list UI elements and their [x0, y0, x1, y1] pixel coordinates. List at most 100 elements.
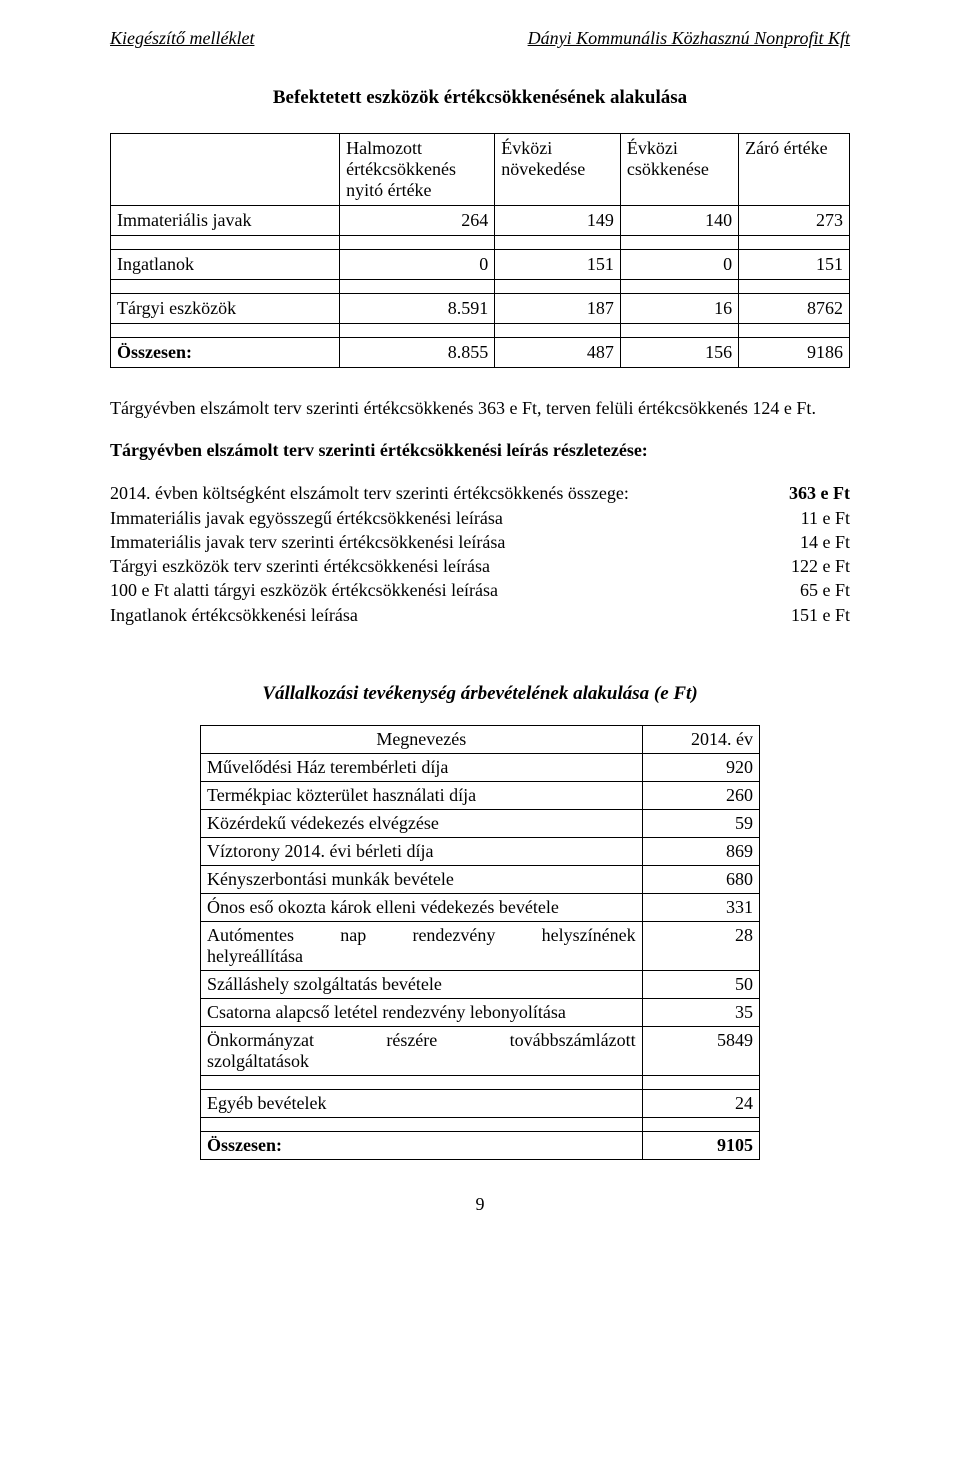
row-name: Összesen:	[111, 338, 340, 368]
page: Kiegészítő melléklet Dányi Kommunális Kö…	[0, 0, 960, 1255]
cell: 50	[642, 971, 759, 999]
col-header: 2014. év	[642, 726, 759, 754]
col-header: Halmozott értékcsökkenés nyitó értéke	[340, 134, 495, 206]
cell: 331	[642, 894, 759, 922]
cell: 151	[495, 250, 621, 280]
breakdown-label: 100 e Ft alatti tárgyi eszközök értékcsö…	[110, 578, 760, 602]
row-name: Tárgyi eszközök	[111, 294, 340, 324]
header-right: Dányi Kommunális Közhasznú Nonprofit Kft	[528, 28, 850, 49]
breakdown-item: Immateriális javak egyösszegű értékcsökk…	[110, 506, 850, 530]
row-name: Csatorna alapcső letétel rendezvény lebo…	[201, 999, 643, 1027]
table-row: Ingatlanok 0 151 0 151	[111, 250, 850, 280]
breakdown-label: Immateriális javak egyösszegű értékcsökk…	[110, 506, 760, 530]
table-row: Csatorna alapcső letétel rendezvény lebo…	[201, 999, 760, 1027]
spacer-row	[201, 1118, 760, 1132]
cell: 273	[739, 206, 850, 236]
table-row: Termékpiac közterület használati díja 26…	[201, 782, 760, 810]
table-row: Önkormányzat részére továbbszámlázottszo…	[201, 1027, 760, 1076]
cell: 187	[495, 294, 621, 324]
paragraph-bold: Tárgyévben elszámolt terv szerinti érték…	[110, 440, 850, 461]
breakdown-item: 2014. évben költségként elszámolt terv s…	[110, 481, 850, 505]
cell: 8.591	[340, 294, 495, 324]
table-row: Szálláshely szolgáltatás bevétele 50	[201, 971, 760, 999]
page-number: 9	[110, 1194, 850, 1215]
row-name: Autómentes nap rendezvény helyszínénekhe…	[201, 922, 643, 971]
breakdown-label: Immateriális javak terv szerinti értékcs…	[110, 530, 760, 554]
row-name: Szálláshely szolgáltatás bevétele	[201, 971, 643, 999]
row-name: Egyéb bevételek	[201, 1090, 643, 1118]
revenue-table: Megnevezés 2014. év Művelődési Ház terem…	[200, 725, 760, 1160]
row-name: Termékpiac közterület használati díja	[201, 782, 643, 810]
cell: 5849	[642, 1027, 759, 1076]
cell: 156	[620, 338, 738, 368]
table-row: Művelődési Ház terembérleti díja 920	[201, 754, 760, 782]
table-header-row: Halmozott értékcsökkenés nyitó értéke Év…	[111, 134, 850, 206]
breakdown-item: Tárgyi eszközök terv szerinti értékcsökk…	[110, 554, 850, 578]
table-row: Kényszerbontási munkák bevétele 680	[201, 866, 760, 894]
row-name: Ónos eső okozta károk elleni védekezés b…	[201, 894, 643, 922]
table-row: Ónos eső okozta károk elleni védekezés b…	[201, 894, 760, 922]
spacer-row	[111, 280, 850, 294]
cell: 16	[620, 294, 738, 324]
table-row: Víztorony 2014. évi bérleti díja 869	[201, 838, 760, 866]
breakdown-label: 2014. évben költségként elszámolt terv s…	[110, 481, 760, 505]
row-name: Ingatlanok	[111, 250, 340, 280]
table-row: Tárgyi eszközök 8.591 187 16 8762	[111, 294, 850, 324]
cell: 151	[739, 250, 850, 280]
cell: 9105	[642, 1132, 759, 1160]
cell: 0	[620, 250, 738, 280]
breakdown-item: 100 e Ft alatti tárgyi eszközök értékcsö…	[110, 578, 850, 602]
breakdown-value: 14 e Ft	[760, 530, 850, 554]
breakdown-list: 2014. évben költségként elszámolt terv s…	[110, 481, 850, 627]
breakdown-value: 122 e Ft	[760, 554, 850, 578]
cell: 24	[642, 1090, 759, 1118]
cell: 59	[642, 810, 759, 838]
col-header: Évközi növekedése	[495, 134, 621, 206]
cell: 869	[642, 838, 759, 866]
row-name: Közérdekű védekezés elvégzése	[201, 810, 643, 838]
breakdown-value: 11 e Ft	[760, 506, 850, 530]
cell: 264	[340, 206, 495, 236]
breakdown-item: Immateriális javak terv szerinti értékcs…	[110, 530, 850, 554]
cell: 920	[642, 754, 759, 782]
col-header: Megnevezés	[201, 726, 643, 754]
breakdown-label: Tárgyi eszközök terv szerinti értékcsökk…	[110, 554, 760, 578]
cell: 487	[495, 338, 621, 368]
row-name: Víztorony 2014. évi bérleti díja	[201, 838, 643, 866]
cell: 680	[642, 866, 759, 894]
cell: 35	[642, 999, 759, 1027]
spacer-row	[111, 324, 850, 338]
breakdown-item: Ingatlanok értékcsökkenési leírása 151 e…	[110, 603, 850, 627]
cell: 8762	[739, 294, 850, 324]
breakdown-label: Ingatlanok értékcsökkenési leírása	[110, 603, 760, 627]
table-row: Autómentes nap rendezvény helyszínénekhe…	[201, 922, 760, 971]
row-name: Kényszerbontási munkák bevétele	[201, 866, 643, 894]
cell: 0	[340, 250, 495, 280]
cell: 8.855	[340, 338, 495, 368]
depreciation-table: Halmozott értékcsökkenés nyitó értéke Év…	[110, 133, 850, 368]
revenue-title: Vállalkozási tevékenység árbevételének a…	[110, 683, 850, 705]
row-name: Önkormányzat részére továbbszámlázottszo…	[201, 1027, 643, 1076]
table-header-row: Megnevezés 2014. év	[201, 726, 760, 754]
row-name: Összesen:	[201, 1132, 643, 1160]
cell: 149	[495, 206, 621, 236]
cell: 260	[642, 782, 759, 810]
cell: 140	[620, 206, 738, 236]
table-row: Egyéb bevételek 24	[201, 1090, 760, 1118]
breakdown-value: 65 e Ft	[760, 578, 850, 602]
table-row: Közérdekű védekezés elvégzése 59	[201, 810, 760, 838]
table-total-row: Összesen: 9105	[201, 1132, 760, 1160]
col-header: Záró értéke	[739, 134, 850, 206]
header-left: Kiegészítő melléklet	[110, 28, 254, 49]
row-name: Immateriális javak	[111, 206, 340, 236]
table-row: Immateriális javak 264 149 140 273	[111, 206, 850, 236]
breakdown-value: 363 e Ft	[760, 481, 850, 505]
cell: 28	[642, 922, 759, 971]
paragraph: Tárgyévben elszámolt terv szerinti érték…	[110, 396, 850, 420]
spacer-row	[111, 236, 850, 250]
spacer-row	[201, 1076, 760, 1090]
row-name: Művelődési Ház terembérleti díja	[201, 754, 643, 782]
page-header: Kiegészítő melléklet Dányi Kommunális Kö…	[110, 28, 850, 49]
cell: 9186	[739, 338, 850, 368]
table-total-row: Összesen: 8.855 487 156 9186	[111, 338, 850, 368]
